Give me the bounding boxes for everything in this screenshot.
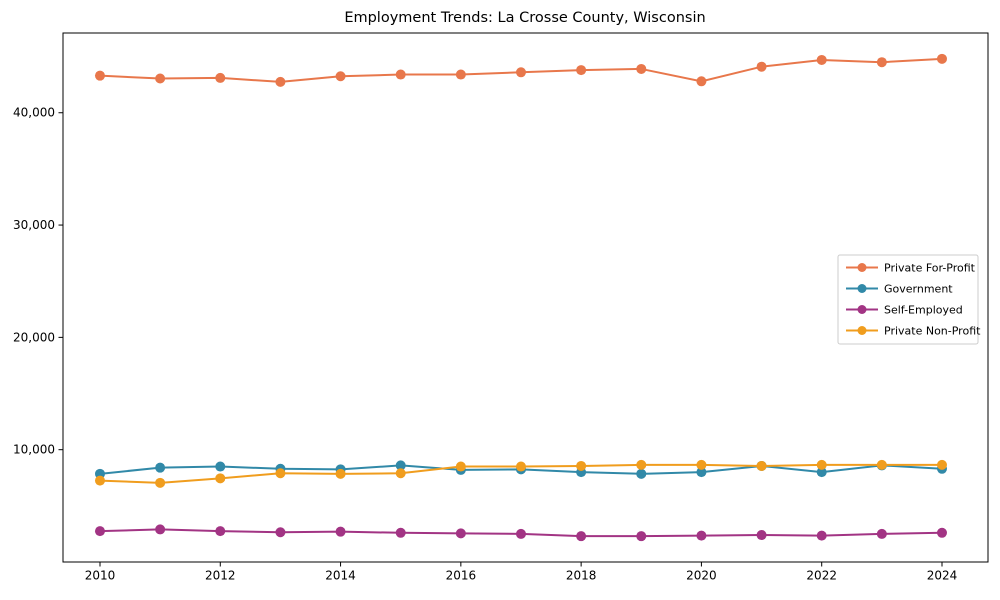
series-marker-self-employed-2024 [936, 527, 947, 538]
series-marker-government-2015 [395, 460, 406, 471]
series-marker-self-employed-2011 [155, 524, 166, 535]
series-marker-private-non-profit-2011 [155, 477, 166, 488]
series-marker-private-for-profit-2010 [94, 70, 105, 81]
series-marker-private-non-profit-2015 [395, 468, 406, 479]
legend-marker-government [857, 284, 867, 293]
series-marker-private-for-profit-2023 [876, 57, 887, 68]
series-marker-private-for-profit-2015 [395, 69, 406, 80]
series-marker-self-employed-2012 [215, 526, 226, 537]
series-marker-self-employed-2014 [335, 526, 346, 537]
series-marker-private-for-profit-2012 [215, 72, 226, 83]
series-marker-private-non-profit-2021 [756, 460, 767, 471]
y-tick-label: 40,000 [13, 106, 55, 120]
series-marker-private-non-profit-2022 [816, 459, 827, 470]
series-marker-private-for-profit-2011 [155, 73, 166, 84]
series-marker-government-2020 [696, 467, 707, 478]
legend-label-private-non-profit: Private Non-Profit [884, 325, 981, 338]
series-marker-private-for-profit-2017 [515, 67, 526, 78]
x-tick-label: 2012 [205, 569, 236, 583]
series-marker-private-non-profit-2012 [215, 473, 226, 484]
series-marker-private-non-profit-2016 [455, 461, 466, 472]
series-marker-private-for-profit-2020 [696, 76, 707, 87]
series-marker-private-non-profit-2023 [876, 459, 887, 470]
x-tick-label: 2016 [446, 569, 477, 583]
series-marker-private-for-profit-2018 [576, 65, 587, 76]
legend-marker-self-employed [857, 305, 867, 314]
series-marker-private-for-profit-2019 [636, 63, 647, 74]
series-marker-government-2022 [816, 467, 827, 478]
x-tick-label: 2024 [927, 569, 958, 583]
series-marker-self-employed-2020 [696, 530, 707, 541]
series-marker-private-non-profit-2020 [696, 459, 707, 470]
series-marker-private-non-profit-2024 [936, 459, 947, 470]
series-marker-private-for-profit-2022 [816, 54, 827, 65]
series-marker-self-employed-2016 [455, 528, 466, 539]
series-marker-private-for-profit-2024 [936, 53, 947, 64]
legend-box [837, 254, 979, 345]
legend-marker-private-non-profit [857, 326, 867, 335]
series-marker-private-for-profit-2016 [455, 69, 466, 80]
series-marker-private-non-profit-2019 [636, 459, 647, 470]
y-tick-label: 20,000 [13, 330, 55, 344]
series-marker-private-for-profit-2013 [275, 76, 286, 87]
x-tick-label: 2010 [85, 569, 116, 583]
series-marker-self-employed-2022 [816, 530, 827, 541]
series-marker-self-employed-2021 [756, 530, 767, 541]
series-marker-private-non-profit-2017 [515, 461, 526, 472]
legend-label-self-employed: Self-Employed [884, 304, 963, 317]
series-marker-government-2011 [155, 462, 166, 473]
series-marker-government-2019 [636, 468, 647, 479]
chart-title: Employment Trends: La Crosse County, Wis… [344, 10, 705, 26]
series-marker-private-non-profit-2013 [275, 468, 286, 479]
series-marker-self-employed-2023 [876, 528, 887, 539]
series-marker-self-employed-2018 [576, 531, 587, 542]
series-marker-self-employed-2019 [636, 531, 647, 542]
series-marker-private-non-profit-2010 [94, 475, 105, 486]
y-tick-label: 10,000 [13, 443, 55, 457]
x-tick-label: 2020 [686, 569, 717, 583]
series-marker-government-2012 [215, 461, 226, 472]
series-marker-self-employed-2013 [275, 527, 286, 538]
plot-frame [62, 32, 989, 563]
x-tick-label: 2022 [806, 569, 837, 583]
legend-label-private-for-profit: Private For-Profit [884, 262, 976, 275]
y-tick-label: 30,000 [13, 218, 55, 232]
series-marker-private-for-profit-2014 [335, 71, 346, 82]
series-marker-self-employed-2010 [94, 526, 105, 537]
series-marker-private-non-profit-2014 [335, 468, 346, 479]
x-tick-label: 2014 [325, 569, 356, 583]
series-marker-self-employed-2017 [515, 528, 526, 539]
series-marker-private-for-profit-2021 [756, 61, 767, 72]
series-marker-private-non-profit-2018 [576, 460, 587, 471]
series-marker-self-employed-2015 [395, 527, 406, 538]
plot-area: 2010 2012 2014 2016 2018 2020 2022 2024 10,000 20… [13, 32, 989, 583]
x-tick-label: 2018 [566, 569, 597, 583]
legend-label-government: Government [884, 283, 953, 296]
legend-marker-private-for-profit [857, 263, 867, 272]
